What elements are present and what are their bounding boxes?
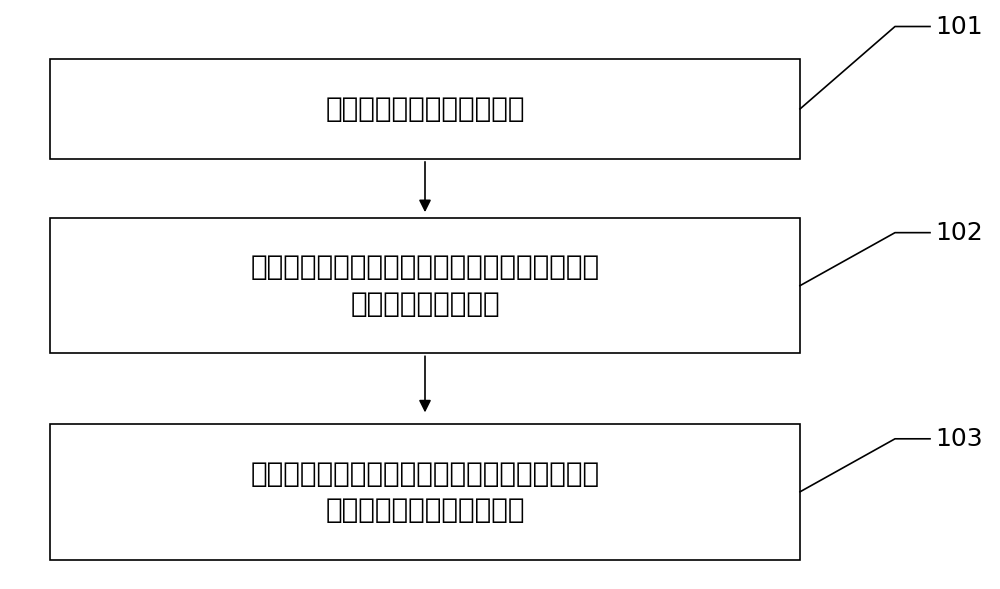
Bar <box>50 218 800 353</box>
Text: 计算得到该钞票的弹性模量: 计算得到该钞票的弹性模量 <box>325 496 525 524</box>
Text: 挠度之间的关系公式: 挠度之间的关系公式 <box>350 290 500 318</box>
Text: 将该悬臂梁挠度作为弯曲挠度代入该关系公式，: 将该悬臂梁挠度作为弯曲挠度代入该关系公式， <box>250 459 600 488</box>
Text: 通过数据拟合方法拟合出钞票的弹性模量与弯曲: 通过数据拟合方法拟合出钞票的弹性模量与弯曲 <box>250 253 600 282</box>
Text: 101: 101 <box>935 15 983 38</box>
Bar <box>50 424 800 560</box>
Text: 102: 102 <box>935 221 983 244</box>
Bar <box>50 59 800 159</box>
Text: 103: 103 <box>935 427 983 451</box>
Text: 测量钞票两端的悬臂梁挠度: 测量钞票两端的悬臂梁挠度 <box>325 95 525 123</box>
